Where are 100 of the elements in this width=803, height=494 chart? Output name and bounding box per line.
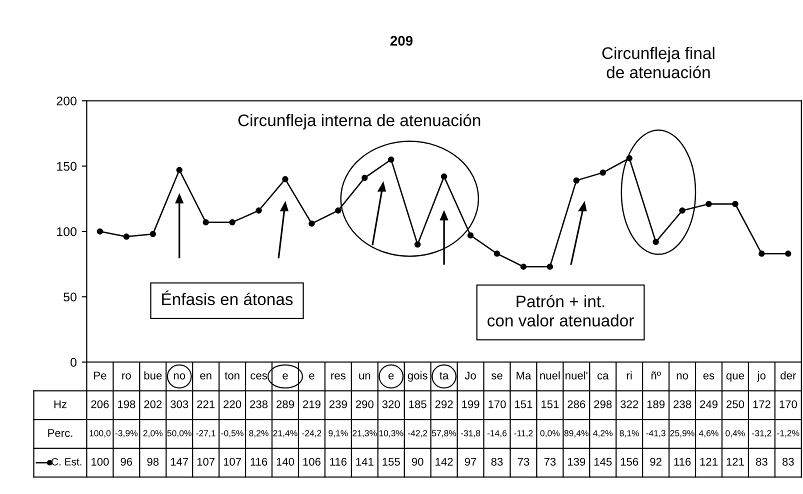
data-label: 106 — [303, 458, 320, 466]
text: 25,9% — [670, 430, 694, 438]
text: 57,8% — [432, 430, 456, 438]
text: 219 — [303, 400, 320, 408]
text: 298 — [594, 400, 612, 408]
data-label: 155 — [382, 458, 400, 466]
point — [600, 170, 606, 176]
x-tick-label: se — [491, 373, 502, 380]
x-tick-label: no — [676, 373, 688, 380]
x-tick-label: e — [309, 373, 314, 380]
text: 221 — [197, 400, 215, 408]
text: 303 — [170, 400, 188, 408]
point — [308, 220, 315, 227]
point — [494, 250, 500, 257]
data-label: 116 — [674, 458, 691, 466]
text: -24,2 — [302, 430, 322, 438]
text: 151 — [515, 400, 532, 408]
point — [785, 250, 792, 257]
text: 4,6% — [698, 430, 718, 438]
text: 185 — [409, 400, 426, 408]
y-tick-label: 50 — [64, 292, 77, 302]
point — [706, 200, 712, 208]
point — [440, 173, 448, 180]
x-tick-label: gois — [408, 371, 428, 382]
x-tick-label: ro — [122, 373, 131, 380]
text: Hz — [54, 400, 66, 408]
x-tick-label: jo — [757, 371, 766, 382]
x-tick-label: no — [174, 373, 186, 380]
y-tick-label: 150 — [57, 162, 77, 171]
point — [732, 200, 738, 208]
point — [282, 176, 288, 182]
text: 322 — [620, 400, 638, 408]
text: 170 — [488, 400, 506, 408]
point — [652, 238, 659, 246]
data-label: 73 — [518, 458, 530, 466]
text: 100,0 — [90, 430, 111, 438]
text: 170 — [780, 400, 797, 408]
x-tick-label: bue — [144, 371, 162, 380]
text: -27,1 — [196, 430, 216, 438]
text: 250 — [726, 400, 744, 408]
text: 239 — [329, 400, 347, 408]
text: -42,2 — [408, 430, 428, 438]
data-label: 92 — [650, 458, 662, 466]
x-tick-label: ton — [224, 372, 240, 380]
text: 189 — [647, 400, 665, 408]
text: 4,2% — [593, 430, 613, 438]
data-label: 97 — [464, 458, 476, 466]
point — [414, 241, 421, 248]
point — [96, 228, 104, 235]
text: 21,4% — [273, 430, 298, 438]
data-label: 145 — [594, 458, 612, 466]
annotation: Énfasis en átonas — [162, 290, 293, 306]
data-label: 116 — [250, 458, 268, 466]
data-label: 121 — [700, 458, 718, 466]
text: 2,0% — [143, 430, 163, 438]
point — [388, 156, 394, 163]
annotation: Circunfleja interna de atenuación — [238, 114, 480, 130]
text: 10,3% — [379, 430, 404, 438]
data-label: 142 — [436, 458, 453, 466]
annotation: Patrón + int. con valor atenuador — [488, 294, 634, 327]
point — [123, 234, 130, 240]
point — [626, 155, 632, 162]
data-label: 139 — [568, 458, 586, 466]
text: 89,4% — [564, 430, 588, 438]
y-tick-label: 100 — [57, 227, 77, 236]
text: 0,0% — [540, 430, 560, 438]
x-tick-label: ri — [626, 371, 632, 380]
point — [256, 207, 262, 214]
x-tick-label: en — [200, 373, 212, 380]
x-tick-label: que — [726, 373, 744, 382]
x-tick-label: es — [703, 373, 714, 380]
point — [335, 207, 342, 214]
point — [758, 250, 765, 257]
point — [150, 230, 156, 238]
text: -3,9% — [115, 430, 138, 438]
text: 198 — [118, 400, 136, 408]
point — [467, 232, 474, 238]
point — [573, 177, 580, 184]
text: 172 — [753, 400, 770, 408]
text: -14,6 — [487, 430, 507, 438]
data-label: 73 — [544, 458, 556, 466]
x-tick-label: ces — [250, 373, 268, 380]
data-label: 96 — [120, 458, 132, 466]
point — [520, 264, 527, 270]
x-tick-label: un — [359, 373, 370, 380]
text: 238 — [250, 400, 268, 408]
text: 238 — [674, 400, 692, 408]
text: Perc. — [48, 429, 72, 437]
point — [202, 219, 209, 226]
x-tick-label: Jo — [464, 372, 476, 380]
text: 9,1% — [328, 430, 348, 438]
data-label: 83 — [756, 458, 768, 466]
text: -11,2 — [514, 430, 533, 438]
x-tick-label: e — [282, 373, 288, 380]
text: 292 — [435, 400, 453, 408]
data-label: 90 — [412, 458, 424, 466]
text: 151 — [542, 400, 559, 408]
text: 202 — [144, 400, 162, 408]
data-label: 141 — [356, 458, 374, 466]
text: 8,2% — [249, 430, 268, 438]
